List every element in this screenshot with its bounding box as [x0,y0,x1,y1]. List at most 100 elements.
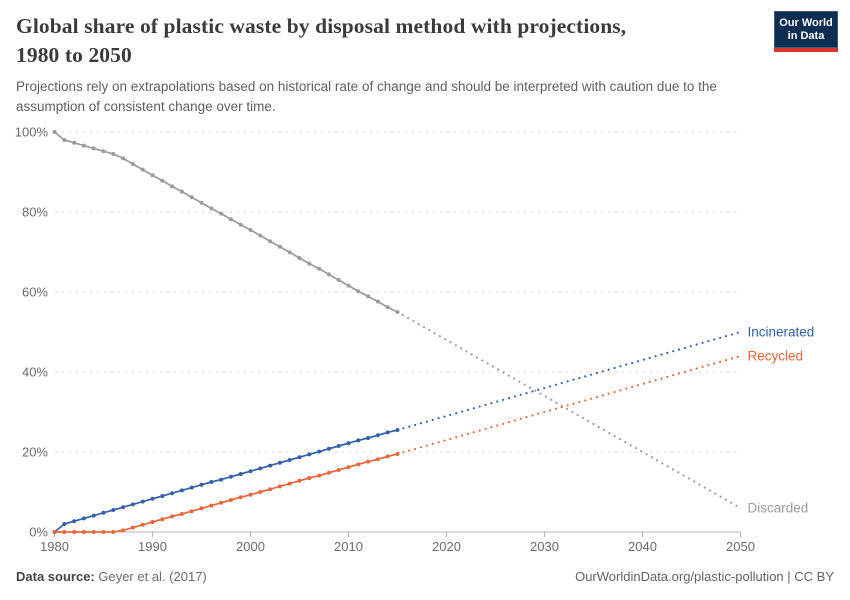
series-marker-recycled-1999 [238,495,243,500]
series-label-incinerated: Incinerated [748,325,815,340]
x-axis-label-2000: 2000 [236,539,265,554]
series-marker-incinerated-1986 [111,508,116,512]
series-marker-incinerated-1983 [81,516,86,521]
series-marker-discarded-1992 [170,184,175,189]
x-axis-label-1980: 1980 [40,539,69,554]
series-marker-discarded-2007 [317,266,322,271]
series-marker-recycled-2012 [366,459,371,464]
owid-url-link[interactable]: OurWorldinData.org/plastic-pollution | C… [575,569,834,584]
series-marker-recycled-1996 [209,503,214,508]
series-marker-discarded-2003 [277,244,282,249]
series-marker-incinerated-1993 [179,488,184,493]
series-marker-incinerated-2001 [258,466,263,471]
series-label-recycled: Recycled [748,349,804,364]
series-marker-recycled-1986 [111,530,116,534]
series-marker-recycled-2003 [277,484,282,489]
series-marker-incinerated-1990 [150,496,155,501]
series-marker-incinerated-2004 [287,458,292,462]
owid-logo-red-strip [774,48,838,52]
y-axis-label-0%: 0% [29,525,48,540]
series-marker-recycled-2007 [317,473,322,478]
series-marker-recycled-1993 [179,512,184,516]
series-marker-incinerated-2003 [277,460,282,465]
series-projection-discarded [396,310,742,510]
series-marker-discarded-1990 [150,173,155,178]
series-marker-recycled-2001 [258,490,263,494]
series-marker-recycled-2004 [287,481,292,486]
series-marker-incinerated-2009 [336,444,341,448]
series-marker-recycled-2002 [268,487,273,492]
series-marker-recycled-2006 [307,476,312,480]
series-marker-incinerated-2012 [366,436,371,440]
chart-subtitle: Projections rely on extrapolations based… [16,77,806,116]
series-marker-discarded-1980 [52,130,57,134]
series-marker-discarded-2005 [297,256,302,260]
y-axis-label-60%: 60% [22,285,48,300]
series-marker-incinerated-1992 [170,491,175,496]
series-marker-discarded-1986 [111,152,116,156]
x-axis-label-2020: 2020 [432,539,461,554]
chart-title-line1: Global share of plastic waste by disposa… [16,14,627,38]
series-marker-recycled-1985 [101,530,106,534]
series-marker-incinerated-2007 [317,449,322,454]
series-marker-recycled-1989 [140,522,145,527]
series-line-incinerated [53,429,399,533]
y-axis-label-40%: 40% [22,365,48,380]
series-marker-discarded-2010 [346,283,351,288]
chart-footer: Data source: Geyer et al. (2017) OurWorl… [16,569,834,584]
series-marker-recycled-1987 [121,528,126,533]
series-marker-discarded-1983 [81,143,86,148]
series-marker-discarded-1995 [199,200,204,205]
series-marker-recycled-2000 [248,492,253,497]
series-marker-recycled-2009 [336,468,341,472]
chart-subtitle-line1: Projections rely on extrapolations based… [16,79,717,94]
series-projection-recycled [396,354,742,456]
series-marker-recycled-2005 [297,478,302,483]
series-marker-recycled-1998 [228,498,233,502]
series-marker-incinerated-2006 [307,452,312,457]
series-marker-discarded-1981 [62,138,67,142]
owid-logo-text-line2: in Data [787,30,825,42]
x-axis-label-2030: 2030 [530,539,559,554]
series-marker-recycled-2011 [356,462,361,467]
chart-title-line2: 1980 to 2050 [16,43,132,67]
owid-logo-box: Our World in Data [774,11,838,48]
series-marker-discarded-1999 [238,222,243,227]
series-marker-discarded-2013 [375,299,380,304]
series-marker-discarded-1994 [189,195,194,200]
series-marker-recycled-2013 [375,457,380,462]
series-marker-recycled-1983 [81,530,86,534]
series-marker-recycled-1997 [219,500,224,505]
series-marker-recycled-1991 [160,517,165,522]
series-marker-discarded-1988 [130,162,135,166]
chart-title: Global share of plastic waste by disposa… [16,12,761,70]
series-marker-discarded-1989 [140,167,145,172]
series-marker-incinerated-2002 [268,463,273,468]
series-marker-discarded-2011 [356,289,361,294]
series-marker-incinerated-1996 [209,480,214,484]
x-axis-label-2050: 2050 [726,539,755,554]
series-marker-discarded-1998 [228,217,233,222]
series-line-discarded [53,131,399,313]
series-marker-discarded-1997 [219,211,224,216]
series-marker-incinerated-2010 [346,441,351,446]
series-marker-discarded-2006 [307,261,312,266]
series-marker-incinerated-1981 [62,522,67,526]
series-marker-discarded-2014 [385,305,390,310]
series-marker-discarded-2002 [268,239,273,244]
x-axis-label-2040: 2040 [628,539,657,554]
series-marker-recycled-2010 [346,465,351,470]
series-marker-recycled-1984 [91,530,96,534]
series-marker-recycled-1995 [199,506,204,511]
series-marker-incinerated-1991 [160,494,165,498]
series-marker-discarded-2012 [366,294,371,299]
series-marker-recycled-1982 [72,530,77,534]
series-marker-incinerated-1984 [91,513,96,518]
data-source-label: Data source: [16,569,95,584]
series-marker-incinerated-1988 [130,502,135,507]
y-axis-label-80%: 80% [22,205,48,220]
series-marker-incinerated-1995 [199,482,204,487]
series-marker-discarded-1982 [72,140,77,145]
